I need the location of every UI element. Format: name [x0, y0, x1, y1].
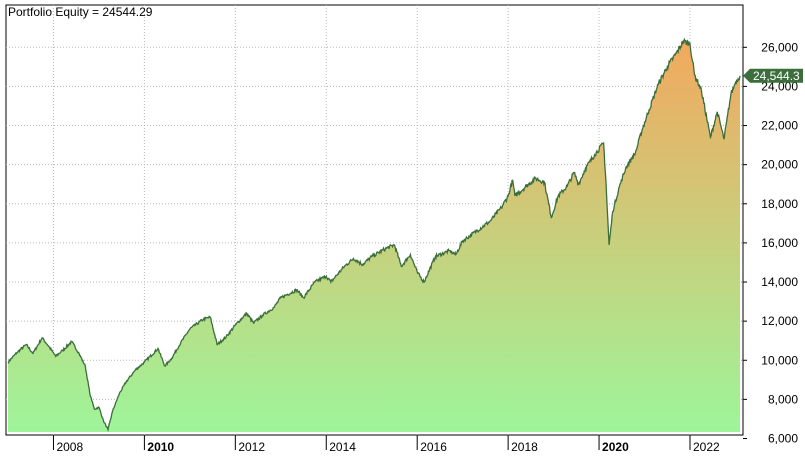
last-value-tag-text: 24,544.3	[753, 69, 800, 83]
last-value-tag: 24,544.3	[743, 68, 803, 83]
x-axis: 2008 2010 2012 2014 2016 2018 2020 2022	[52, 435, 720, 454]
x-tick-label: 2012	[238, 440, 265, 454]
y-tick-label: 14,000	[761, 275, 798, 289]
y-tick-label: 16,000	[761, 236, 798, 250]
y-tick-label: 8,000	[768, 392, 798, 406]
x-tick-label: 2014	[329, 440, 356, 454]
chart-title: Portfolio Equity = 24544.29	[8, 5, 153, 19]
y-tick-label: 20,000	[761, 158, 798, 172]
y-tick-label: 18,000	[761, 197, 798, 211]
equity-line	[7, 37, 741, 433]
x-tick-label: 2020	[602, 440, 629, 454]
x-tick-label: 2016	[420, 440, 447, 454]
y-tick-label: 6,000	[768, 432, 798, 446]
y-tick-label: 10,000	[761, 353, 798, 367]
y-axis: 6,000 8,000 10,000 12,000 14,000 16,000 18,000…	[743, 40, 798, 446]
y-tick-label: 12,000	[761, 314, 798, 328]
x-tick-label: 2008	[56, 440, 83, 454]
equity-area	[8, 39, 740, 432]
x-tick-label: 2022	[693, 440, 720, 454]
x-tick-label: 2018	[511, 440, 538, 454]
y-tick-label: 24,000	[761, 79, 798, 93]
x-tick-label: 2010	[147, 440, 174, 454]
y-tick-label: 26,000	[761, 40, 798, 54]
y-tick-label: 22,000	[761, 119, 798, 133]
last-value-tag-background	[743, 68, 803, 83]
